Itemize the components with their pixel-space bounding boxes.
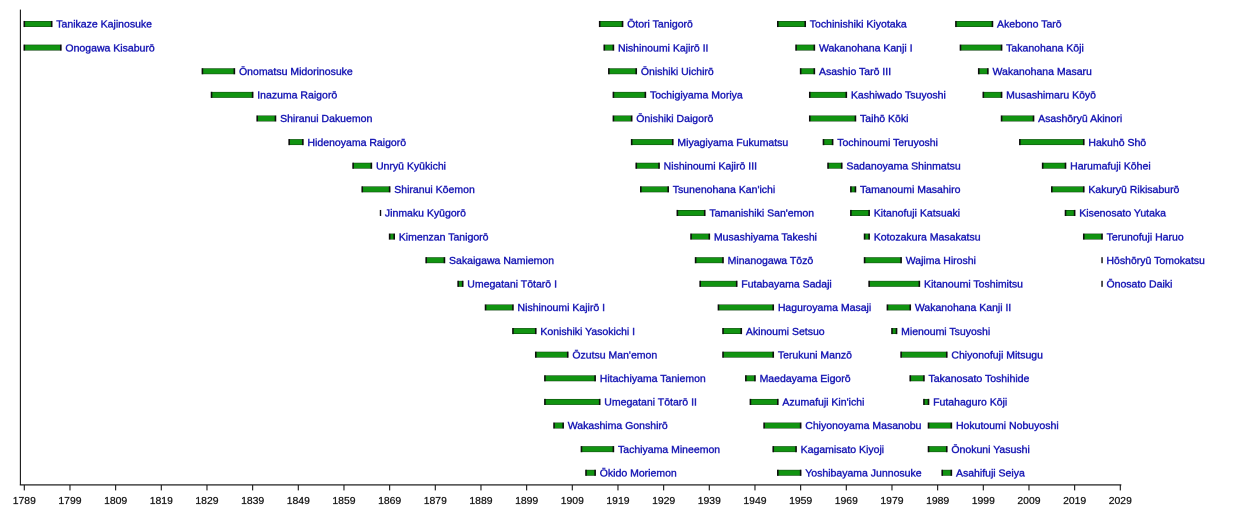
svg-text:Musashimaru Kōyō: Musashimaru Kōyō [1006,90,1096,102]
svg-text:Kashiwado Tsuyoshi: Kashiwado Tsuyoshi [851,90,946,102]
svg-text:1789: 1789 [13,496,36,507]
svg-text:Hakuhō Shō: Hakuhō Shō [1088,137,1146,149]
svg-text:2009: 2009 [1017,496,1040,507]
svg-text:Miyagiyama Fukumatsu: Miyagiyama Fukumatsu [677,137,788,149]
svg-text:Tamanishiki San'emon: Tamanishiki San'emon [709,208,814,220]
svg-text:Onogawa Kisaburō: Onogawa Kisaburō [65,42,154,54]
svg-text:Asahifuji Seiya: Asahifuji Seiya [956,467,1025,479]
svg-text:1829: 1829 [195,496,218,507]
svg-text:Ōnishiki Uichirō: Ōnishiki Uichirō [641,66,714,78]
svg-text:Haguroyama Masaji: Haguroyama Masaji [778,302,871,314]
svg-text:Wakashima Gonshirō: Wakashima Gonshirō [568,420,668,432]
svg-text:Shiranui Dakuemon: Shiranui Dakuemon [280,113,372,125]
svg-text:1909: 1909 [561,496,584,507]
svg-text:Chiyonoyama Masanobu: Chiyonoyama Masanobu [805,420,921,432]
svg-text:1869: 1869 [378,496,401,507]
svg-text:Kitanofuji Katsuaki: Kitanofuji Katsuaki [874,208,960,220]
svg-text:1879: 1879 [424,496,447,507]
svg-text:Jinmaku Kyūgorō: Jinmaku Kyūgorō [385,208,466,220]
svg-text:1799: 1799 [58,496,81,507]
svg-text:1999: 1999 [972,496,995,507]
svg-text:Ōnomatsu Midorinosuke: Ōnomatsu Midorinosuke [239,66,353,78]
svg-text:1989: 1989 [926,496,949,507]
svg-text:Tanikaze Kajinosuke: Tanikaze Kajinosuke [56,19,152,31]
svg-text:1939: 1939 [698,496,721,507]
svg-text:Wajima Hiroshi: Wajima Hiroshi [906,255,976,267]
svg-text:Futahaguro Kōji: Futahaguro Kōji [933,397,1007,409]
svg-text:1929: 1929 [652,496,675,507]
svg-text:Tachiyama Mineemon: Tachiyama Mineemon [618,444,720,456]
svg-text:Sadanoyama Shinmatsu: Sadanoyama Shinmatsu [846,160,961,172]
svg-text:Minanogawa Tōzō: Minanogawa Tōzō [728,255,814,267]
svg-text:Sakaigawa Namiemon: Sakaigawa Namiemon [449,255,554,267]
svg-text:Ōtori Tanigorō: Ōtori Tanigorō [627,19,693,31]
svg-text:Chiyonofuji Mitsugu: Chiyonofuji Mitsugu [951,349,1043,361]
svg-text:Ōnishiki Daigorō: Ōnishiki Daigorō [636,113,713,125]
svg-text:1919: 1919 [606,496,629,507]
svg-text:Ōzutsu Man'emon: Ōzutsu Man'emon [572,349,657,361]
svg-text:Terukuni Manzō: Terukuni Manzō [778,349,852,361]
svg-text:Unryū Kyūkichi: Unryū Kyūkichi [376,160,446,172]
svg-text:1849: 1849 [287,496,310,507]
svg-text:Kotozakura Masakatsu: Kotozakura Masakatsu [874,231,981,243]
svg-text:1949: 1949 [743,496,766,507]
svg-text:Tochinoumi Teruyoshi: Tochinoumi Teruyoshi [837,137,938,149]
svg-text:Wakanohana Kanji II: Wakanohana Kanji II [915,302,1012,314]
svg-text:Takanosato Toshihide: Takanosato Toshihide [929,373,1030,385]
svg-text:1969: 1969 [835,496,858,507]
svg-text:1859: 1859 [332,496,355,507]
svg-text:Nishinoumi Kajirō III: Nishinoumi Kajirō III [664,160,757,172]
svg-text:Akinoumi Setsuo: Akinoumi Setsuo [746,326,825,338]
svg-text:Tochinishiki Kiyotaka: Tochinishiki Kiyotaka [810,19,907,31]
svg-text:Nishinoumi Kajirō I: Nishinoumi Kajirō I [518,302,606,314]
svg-text:Akebono Tarō: Akebono Tarō [997,19,1062,31]
svg-text:Umegatani Tōtarō I: Umegatani Tōtarō I [467,279,557,291]
svg-text:Taihō Kōki: Taihō Kōki [860,113,908,125]
svg-text:Ōnosato Daiki: Ōnosato Daiki [1106,279,1172,291]
svg-text:Asashōryū Akinori: Asashōryū Akinori [1038,113,1122,125]
svg-text:1809: 1809 [104,496,127,507]
svg-text:1839: 1839 [241,496,264,507]
svg-text:Umegatani Tōtarō II: Umegatani Tōtarō II [604,397,697,409]
svg-text:Terunofuji Haruo: Terunofuji Haruo [1107,231,1184,243]
svg-text:1889: 1889 [469,496,492,507]
svg-text:Kakuryū Rikisaburō: Kakuryū Rikisaburō [1088,184,1179,196]
svg-text:Shiranui Kōemon: Shiranui Kōemon [394,184,475,196]
svg-text:Kimenzan Tanigorō: Kimenzan Tanigorō [399,231,489,243]
svg-text:Hōshōryū Tomokatsu: Hōshōryū Tomokatsu [1106,255,1205,267]
svg-text:Yoshibayama Junnosuke: Yoshibayama Junnosuke [805,467,922,479]
svg-text:Hidenoyama Raigorō: Hidenoyama Raigorō [307,137,406,149]
svg-text:1899: 1899 [515,496,538,507]
svg-text:Hokutoumi Nobuyoshi: Hokutoumi Nobuyoshi [956,420,1059,432]
svg-text:Mienoumi Tsuyoshi: Mienoumi Tsuyoshi [901,326,990,338]
svg-text:2019: 2019 [1063,496,1086,507]
svg-text:Tsunenohana Kan'ichi: Tsunenohana Kan'ichi [673,184,775,196]
svg-text:Wakanohana Masaru: Wakanohana Masaru [992,66,1092,78]
svg-text:Inazuma Raigorō: Inazuma Raigorō [257,90,337,102]
svg-text:Maedayama Eigorō: Maedayama Eigorō [760,373,851,385]
svg-text:Kitanoumi Toshimitsu: Kitanoumi Toshimitsu [924,279,1023,291]
svg-text:Nishinoumi Kajirō II: Nishinoumi Kajirō II [618,42,708,54]
svg-text:2029: 2029 [1109,496,1132,507]
svg-text:Hitachiyama Taniemon: Hitachiyama Taniemon [600,373,706,385]
svg-text:Wakanohana Kanji I: Wakanohana Kanji I [819,42,913,54]
svg-text:Konishiki Yasokichi I: Konishiki Yasokichi I [540,326,635,338]
svg-text:Tochigiyama Moriya: Tochigiyama Moriya [650,90,743,102]
svg-text:Takanohana Kōji: Takanohana Kōji [1006,42,1084,54]
svg-text:Ōkido Moriemon: Ōkido Moriemon [600,467,677,479]
svg-text:Ōnokuni Yasushi: Ōnokuni Yasushi [951,444,1029,456]
svg-text:1979: 1979 [880,496,903,507]
svg-text:Asashio Tarō III: Asashio Tarō III [819,66,891,78]
svg-text:Harumafuji Kōhei: Harumafuji Kōhei [1070,160,1151,172]
svg-text:Tamanoumi Masahiro: Tamanoumi Masahiro [860,184,961,196]
svg-text:Futabayama Sadaji: Futabayama Sadaji [741,279,831,291]
svg-text:Musashiyama Takeshi: Musashiyama Takeshi [714,231,817,243]
svg-text:1819: 1819 [150,496,173,507]
svg-text:1959: 1959 [789,496,812,507]
svg-text:Azumafuji Kin'ichi: Azumafuji Kin'ichi [782,397,864,409]
svg-text:Kisenosato Yutaka: Kisenosato Yutaka [1079,208,1166,220]
svg-text:Kagamisato Kiyoji: Kagamisato Kiyoji [801,444,884,456]
